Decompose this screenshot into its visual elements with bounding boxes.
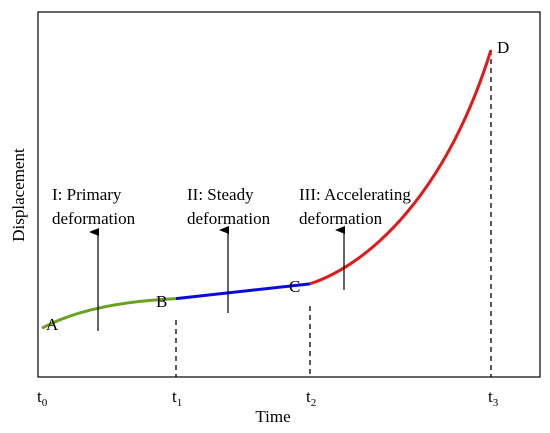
y-axis-label: Displacement xyxy=(9,148,28,242)
stage-3-label-line1: III: Accelerating xyxy=(299,185,411,204)
primary-stage-curve xyxy=(41,297,177,330)
x-axis-label: Time xyxy=(255,407,290,426)
point-label-d: D xyxy=(497,38,509,57)
stage-1-label-line1: I: Primary xyxy=(52,185,122,204)
stage-2-label-line1: II: Steady xyxy=(187,185,254,204)
stage-3-label-line2: deformation xyxy=(299,209,383,228)
tick-label-t2: t2 xyxy=(306,387,316,409)
tick-label-t1: t1 xyxy=(172,387,182,409)
plot-frame xyxy=(37,11,541,378)
point-label-a: A xyxy=(46,315,59,334)
tick-label-t0: t0 xyxy=(37,387,48,409)
point-label-b: B xyxy=(156,292,167,311)
tick-label-t3: t3 xyxy=(488,387,499,409)
point-label-c: C xyxy=(289,277,300,296)
accelerating-stage-curve xyxy=(309,49,493,286)
stage-1-label-line2: deformation xyxy=(52,209,136,228)
steady-stage-curve xyxy=(175,282,311,301)
stage-2-label-line2: deformation xyxy=(187,209,271,228)
